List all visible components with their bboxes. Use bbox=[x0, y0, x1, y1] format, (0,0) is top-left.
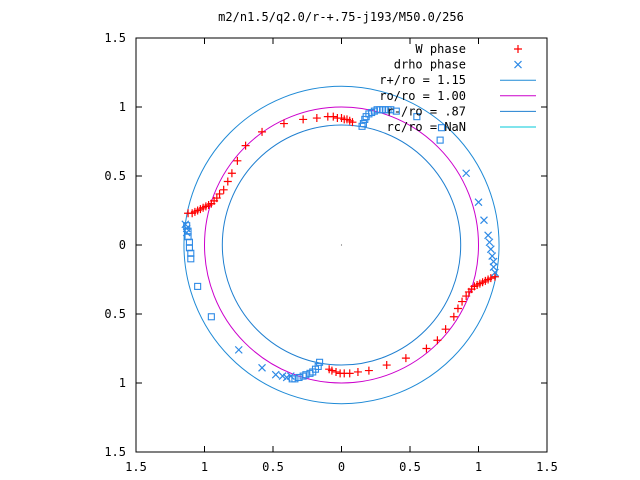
point-square bbox=[306, 369, 314, 377]
axes: 1.5 1 0.5 0 0.5 1 1.51.510.500.511.5 bbox=[104, 31, 558, 474]
x-tick-label: 0.5 bbox=[399, 460, 421, 474]
legend-label: rc/ro = NaN bbox=[387, 120, 466, 134]
x-tick-label: 0.5 bbox=[262, 460, 284, 474]
point-plus bbox=[223, 177, 232, 186]
x-tick-label: 1 bbox=[475, 460, 482, 474]
y-tick-label: 0.5 bbox=[104, 307, 126, 321]
point-plus bbox=[422, 344, 431, 353]
point-square bbox=[299, 372, 307, 380]
point-plus bbox=[233, 156, 242, 165]
point-square bbox=[187, 255, 195, 263]
point-plus bbox=[212, 194, 221, 203]
point-plus bbox=[449, 312, 458, 321]
point-plus bbox=[299, 115, 308, 124]
legend-label: ro/ro = 1.00 bbox=[379, 89, 466, 103]
point-plus bbox=[219, 185, 228, 194]
y-tick-label: 0 bbox=[119, 238, 126, 252]
point-cross bbox=[474, 198, 483, 207]
point-square bbox=[413, 113, 421, 121]
point-cross bbox=[491, 268, 499, 277]
reference-circles bbox=[183, 85, 500, 405]
y-tick-label: 1 bbox=[119, 100, 126, 114]
x-tick-label: 0 bbox=[338, 460, 345, 474]
point-cross bbox=[234, 345, 243, 354]
point-plus bbox=[329, 112, 338, 121]
point-cross bbox=[258, 363, 266, 372]
data-points bbox=[181, 106, 499, 383]
point-square bbox=[437, 124, 446, 132]
point-cross bbox=[462, 169, 471, 178]
x-tick-label: 1.5 bbox=[536, 460, 558, 474]
point-plus bbox=[490, 272, 499, 281]
legend-label: r-/ro = .87 bbox=[387, 104, 466, 118]
point-plus bbox=[464, 287, 473, 296]
point-cross bbox=[486, 245, 495, 254]
point-plus bbox=[453, 304, 462, 313]
origin-dot bbox=[340, 244, 343, 246]
point-cross bbox=[514, 60, 522, 69]
point-plus bbox=[332, 367, 341, 376]
legend-label: r+/ro = 1.15 bbox=[379, 73, 466, 87]
point-plus bbox=[401, 354, 410, 363]
point-plus bbox=[353, 367, 362, 376]
point-cross bbox=[484, 231, 493, 240]
y-tick-label: 1.5 bbox=[104, 445, 126, 459]
point-plus bbox=[227, 169, 236, 178]
point-plus bbox=[336, 369, 345, 378]
legend-label: drho phase bbox=[394, 58, 466, 72]
chart-title: m2/n1.5/q2.0/r-+.75-j193/M50.0/256 bbox=[218, 10, 464, 24]
point-square bbox=[359, 120, 367, 128]
point-cross bbox=[480, 216, 488, 225]
x-tick-label: 1 bbox=[201, 460, 208, 474]
point-plus bbox=[514, 45, 522, 53]
y-tick-label: 1.5 bbox=[104, 31, 126, 45]
point-square bbox=[295, 373, 303, 382]
point-cross bbox=[271, 370, 280, 379]
point-plus bbox=[348, 118, 357, 127]
point-plus bbox=[462, 292, 471, 301]
point-plus bbox=[215, 189, 224, 198]
circle-curve bbox=[221, 124, 462, 366]
point-plus bbox=[433, 336, 442, 345]
point-square bbox=[207, 313, 215, 321]
point-plus bbox=[458, 297, 467, 306]
point-plus bbox=[441, 325, 450, 334]
legend-label: W phase bbox=[415, 42, 466, 56]
y-tick-label: 1 bbox=[119, 376, 126, 390]
point-cross bbox=[485, 238, 494, 247]
point-plus bbox=[312, 114, 321, 123]
point-plus bbox=[279, 119, 288, 128]
point-square bbox=[392, 107, 400, 115]
circle-curve bbox=[183, 85, 500, 405]
point-plus bbox=[258, 127, 267, 136]
x-tick-label: 1.5 bbox=[125, 460, 147, 474]
point-square bbox=[436, 136, 444, 144]
point-plus bbox=[364, 366, 373, 375]
point-plus bbox=[325, 365, 334, 374]
point-cross bbox=[489, 257, 498, 266]
point-square bbox=[316, 358, 324, 366]
point-cross bbox=[182, 228, 191, 237]
point-square bbox=[194, 282, 202, 290]
point-plus bbox=[382, 361, 391, 370]
circle-curve bbox=[204, 106, 479, 384]
point-plus bbox=[241, 141, 250, 150]
y-tick-label: 0.5 bbox=[104, 169, 126, 183]
point-square bbox=[288, 375, 296, 383]
